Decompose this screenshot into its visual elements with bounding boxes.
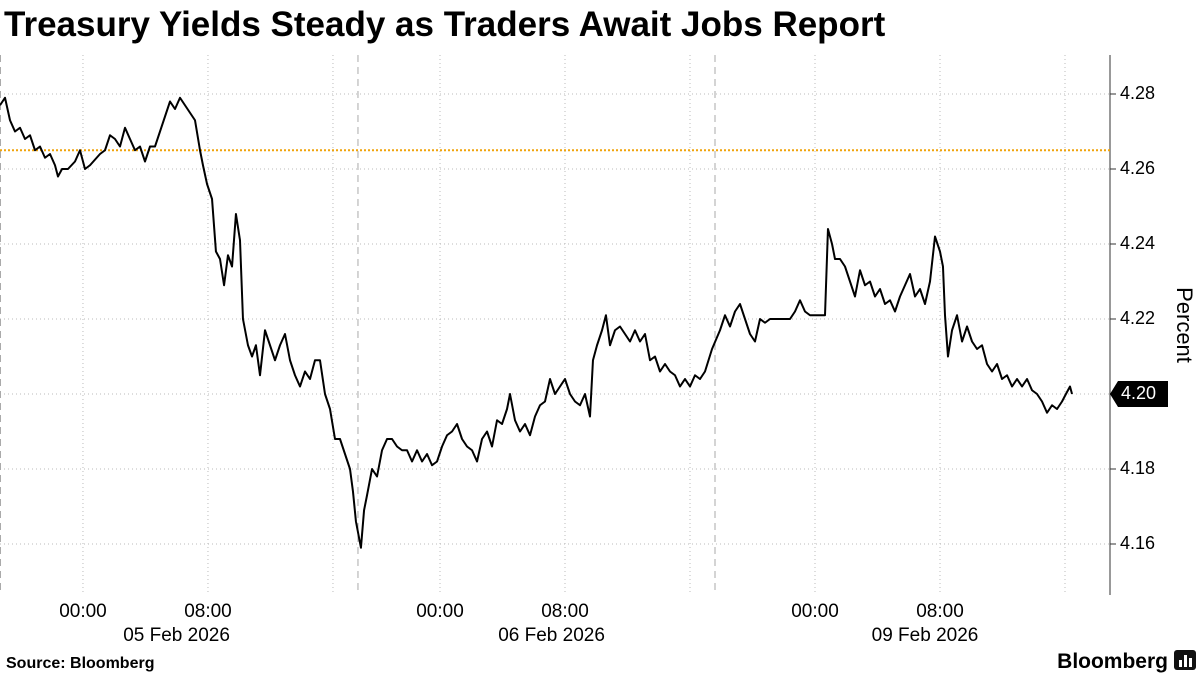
x-tick-label: 00:00 [791, 601, 839, 622]
brand: Bloomberg [1057, 650, 1168, 673]
y-tick-label: 4.26 [1120, 158, 1155, 178]
chart-title: Treasury Yields Steady as Traders Await … [4, 5, 886, 44]
series-line [0, 96, 1073, 549]
y-tick-label: 4.18 [1120, 458, 1155, 478]
x-date-label: 05 Feb 2026 [123, 625, 230, 646]
brand-icon [1174, 650, 1196, 670]
last-value-label: 4.20 [1121, 383, 1156, 403]
y-tick-label: 4.24 [1120, 233, 1155, 253]
x-tick-label: 00:00 [59, 601, 107, 622]
x-tick-label: 08:00 [541, 601, 589, 622]
x-tick-label: 08:00 [916, 601, 964, 622]
last-value-badge [1110, 381, 1168, 407]
x-date-label: 06 Feb 2026 [498, 625, 605, 646]
source: Source: Bloomberg [6, 655, 154, 672]
x-tick-label: 00:00 [416, 601, 464, 622]
y-tick-label: 4.16 [1120, 533, 1155, 553]
y-tick-label: 4.22 [1120, 308, 1155, 328]
y-tick-label: 4.28 [1120, 83, 1155, 103]
y-axis-label: Percent [1172, 287, 1197, 363]
x-date-label: 09 Feb 2026 [872, 625, 979, 646]
x-tick-label: 08:00 [184, 601, 232, 622]
